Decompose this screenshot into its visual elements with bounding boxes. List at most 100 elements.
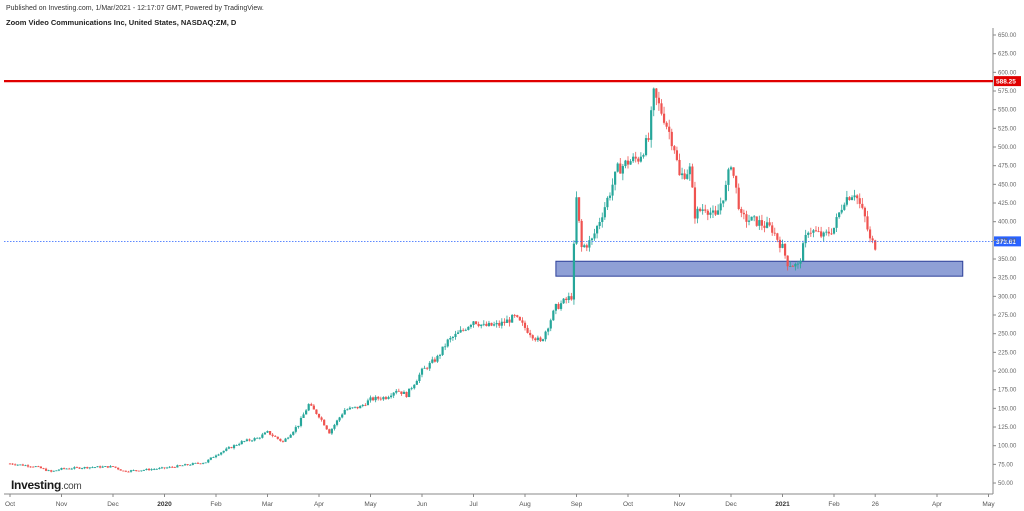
candle — [202, 462, 205, 464]
candle — [204, 462, 207, 464]
candle — [747, 220, 751, 222]
candle — [315, 409, 318, 414]
candle — [572, 243, 576, 300]
candle — [99, 466, 102, 468]
candle — [351, 407, 354, 409]
candle — [42, 468, 45, 470]
candle — [155, 468, 158, 470]
candle — [498, 322, 501, 326]
x-tick-label: Feb — [210, 501, 222, 508]
candle — [379, 398, 382, 400]
candle — [727, 169, 730, 185]
candle — [717, 210, 720, 215]
candle — [160, 467, 164, 469]
candle — [220, 452, 223, 455]
y-tick-label: 100.00 — [998, 444, 1017, 450]
candle — [637, 158, 640, 162]
x-tick-label: Mar — [262, 501, 274, 508]
candle — [691, 166, 694, 188]
y-tick-label: 75.00 — [998, 462, 1014, 468]
candle — [683, 173, 686, 179]
candle — [596, 225, 599, 234]
y-tick-label: 350.00 — [998, 257, 1017, 263]
last-price-tag — [994, 236, 1021, 247]
candle — [832, 227, 836, 234]
candle — [737, 187, 740, 209]
x-tick-label: Jul — [469, 501, 478, 508]
candle — [539, 337, 542, 341]
candle — [405, 391, 408, 398]
candle — [392, 392, 395, 396]
y-tick-label: 575.00 — [998, 89, 1017, 95]
candle — [147, 468, 151, 471]
candle — [145, 468, 148, 470]
candle — [310, 404, 313, 406]
candle — [88, 467, 91, 469]
candle — [650, 110, 653, 140]
candle — [794, 263, 797, 267]
candle — [390, 395, 393, 398]
candle — [47, 470, 50, 472]
candle — [297, 425, 300, 428]
candle — [62, 468, 66, 469]
candle — [274, 435, 277, 437]
candle — [16, 464, 19, 466]
candle — [771, 225, 774, 233]
axis-frame — [4, 28, 994, 495]
y-tick-label: 425.00 — [998, 201, 1017, 207]
candle — [655, 88, 658, 98]
candle — [593, 233, 596, 239]
candle — [186, 464, 189, 466]
candle — [369, 397, 372, 401]
candle — [616, 163, 619, 172]
candle — [853, 195, 856, 198]
candle — [804, 234, 807, 244]
candle — [338, 417, 341, 421]
published-line: Published on Investing.com, 1/Mar/2021 -… — [6, 5, 264, 12]
candle — [745, 214, 748, 222]
candle — [513, 315, 516, 316]
candle — [786, 255, 789, 267]
candle — [688, 166, 691, 175]
candle — [753, 216, 756, 218]
candle — [256, 437, 259, 439]
candle — [619, 163, 622, 174]
candle — [526, 327, 529, 333]
candle — [464, 329, 467, 331]
candle — [268, 431, 272, 435]
candle — [735, 175, 738, 188]
candle — [222, 450, 225, 453]
candle — [91, 467, 94, 469]
candle — [328, 429, 331, 434]
y-tick-label: 600.00 — [998, 70, 1017, 76]
candle — [583, 245, 586, 248]
candle — [281, 440, 285, 442]
candle — [348, 407, 351, 410]
x-tick-label: Nov — [674, 501, 686, 508]
candle — [830, 233, 833, 235]
candle — [307, 404, 310, 411]
candle — [55, 470, 58, 472]
candle — [50, 470, 53, 472]
candle — [423, 367, 426, 369]
resistance-price-tag — [994, 76, 1021, 87]
candle — [781, 243, 784, 248]
y-tick-label: 550.00 — [998, 108, 1017, 114]
candle — [124, 470, 127, 472]
candle — [163, 467, 166, 469]
candle — [778, 239, 782, 248]
candle — [317, 413, 321, 418]
y-tick-label: 225.00 — [998, 350, 1017, 356]
y-tick-label: 450.00 — [998, 182, 1017, 188]
candle — [758, 220, 761, 226]
candle — [243, 441, 246, 442]
candle — [848, 197, 851, 201]
candle — [536, 337, 539, 341]
candle — [86, 467, 89, 469]
candle — [287, 437, 290, 439]
candle — [75, 467, 79, 469]
y-tick-label: 475.00 — [998, 164, 1017, 170]
x-tick-label: 26 — [872, 501, 880, 508]
candle — [320, 417, 323, 420]
